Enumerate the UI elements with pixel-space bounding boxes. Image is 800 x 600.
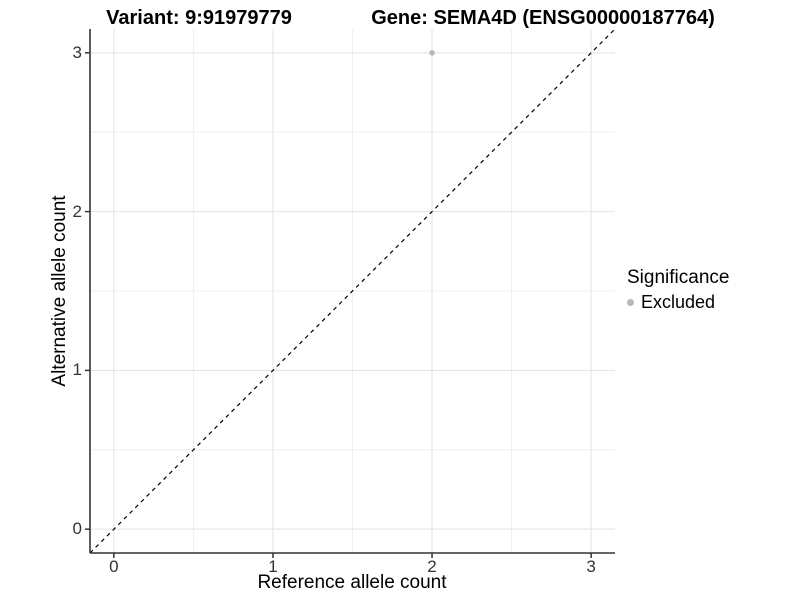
legend-title: Significance xyxy=(627,267,730,288)
plot-panel xyxy=(85,28,616,558)
x-tick-label: 0 xyxy=(109,557,119,576)
legend: Significance Excluded xyxy=(627,267,729,313)
legend-entry-label: Excluded xyxy=(641,292,716,312)
excluded-point-icon xyxy=(627,299,634,306)
data-point-excluded xyxy=(429,50,435,56)
gene-title: Gene: SEMA4D (ENSG00000187764) xyxy=(371,7,715,29)
legend-entry-excluded: Excluded xyxy=(627,292,729,313)
x-axis-title: Reference allele count xyxy=(257,572,447,593)
y-tick-label: 2 xyxy=(72,201,82,221)
y-axis-title: Alternative allele count xyxy=(49,195,70,387)
y-tick-label: 0 xyxy=(72,519,82,539)
x-tick-label: 3 xyxy=(586,557,596,576)
x-tick-label: 2 xyxy=(427,557,437,576)
y-tick-label: 3 xyxy=(72,42,82,62)
y-tick-label: 1 xyxy=(72,360,82,380)
variant-title: Variant: 9:91979779 xyxy=(106,7,292,29)
x-tick-label: 1 xyxy=(268,557,278,576)
identity-reference-line xyxy=(89,28,616,554)
